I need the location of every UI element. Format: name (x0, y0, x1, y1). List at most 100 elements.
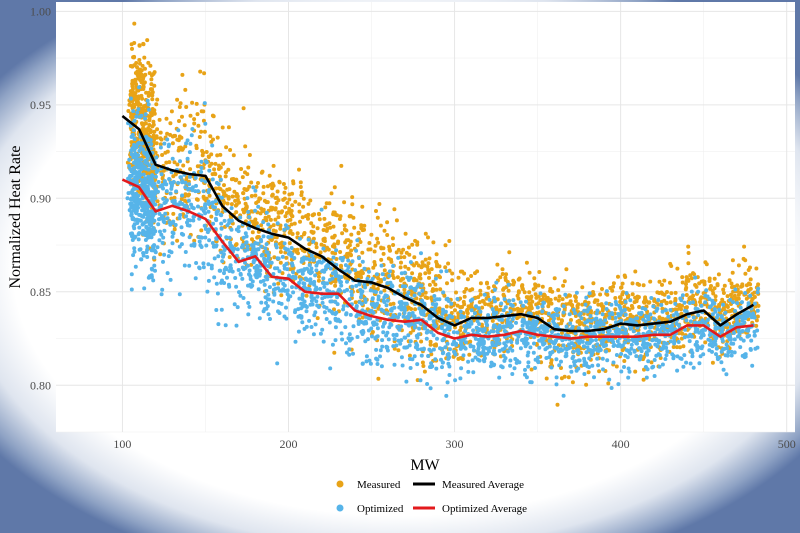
measured-point (271, 223, 276, 228)
optimized-point (132, 246, 137, 251)
optimized-point (596, 346, 601, 351)
optimized-point (587, 291, 592, 296)
measured-point (350, 202, 355, 207)
measured-point (546, 304, 551, 309)
optimized-point (476, 306, 481, 311)
optimized-point (604, 289, 609, 294)
optimized-point (314, 263, 319, 268)
measured-point (280, 209, 285, 214)
measured-point (250, 230, 255, 235)
measured-point (512, 280, 517, 285)
optimized-point (453, 378, 458, 383)
optimized-point (234, 323, 239, 328)
measured-point (322, 216, 327, 221)
optimized-point (233, 276, 238, 280)
optimized-point (439, 346, 444, 351)
optimized-point (402, 305, 407, 310)
optimized-point (284, 305, 288, 310)
optimized-point (682, 353, 687, 358)
optimized-point (137, 200, 142, 205)
measured-point (717, 304, 721, 309)
optimized-point (222, 218, 227, 223)
optimized-point (645, 315, 650, 320)
measured-point (182, 123, 187, 128)
measured-point (310, 213, 315, 218)
optimized-point (179, 225, 184, 230)
optimized-point (266, 235, 271, 239)
measured-point (222, 183, 226, 188)
optimized-point (640, 342, 645, 347)
measured-point (446, 261, 451, 266)
measured-point (564, 267, 569, 272)
optimized-point (747, 333, 752, 338)
measured-point (273, 206, 278, 211)
optimized-point (129, 287, 134, 292)
optimized-point (306, 237, 311, 242)
measured-point (199, 228, 204, 233)
measured-point (746, 268, 751, 272)
measured-point (141, 42, 146, 47)
optimized-point (197, 239, 202, 244)
measured-point (260, 169, 265, 174)
optimized-point (503, 305, 508, 310)
optimized-point (606, 331, 611, 336)
optimized-point (582, 308, 587, 313)
optimized-point (629, 346, 634, 351)
optimized-point (695, 348, 700, 353)
optimized-point (322, 310, 327, 315)
measured-point (359, 223, 364, 228)
optimized-point (587, 331, 592, 336)
measured-point (204, 150, 209, 154)
measured-point (469, 274, 474, 278)
optimized-point (298, 236, 302, 241)
optimized-point (594, 316, 599, 321)
measured-point (152, 108, 157, 113)
optimized-point (386, 337, 391, 342)
optimized-point (140, 141, 145, 146)
optimized-point (742, 320, 747, 325)
optimized-point (526, 350, 531, 355)
measured-point (394, 218, 399, 223)
measured-point (577, 322, 582, 327)
measured-point (265, 184, 270, 189)
measured-point (575, 303, 580, 308)
measured-point (399, 250, 404, 255)
optimized-point (188, 141, 193, 146)
optimized-point (563, 292, 568, 297)
measured-point (729, 281, 734, 286)
measured-point (406, 266, 411, 271)
measured-point (128, 92, 133, 97)
optimized-point (520, 338, 525, 342)
measured-point (443, 265, 448, 270)
measured-point (562, 279, 567, 284)
optimized-point (683, 327, 687, 332)
measured-point (438, 287, 443, 292)
measured-point (634, 299, 639, 304)
optimized-point (203, 235, 208, 240)
optimized-point (615, 339, 620, 344)
measured-point (580, 302, 585, 307)
optimized-point (251, 248, 256, 253)
optimized-point (366, 337, 370, 342)
measured-point (136, 96, 141, 101)
optimized-point (501, 308, 506, 313)
optimized-point (245, 196, 250, 201)
optimized-point (145, 255, 150, 259)
optimized-point (199, 159, 204, 164)
optimized-point (317, 259, 322, 264)
optimized-point (703, 293, 708, 298)
optimized-point (623, 340, 628, 345)
measured-point (332, 350, 337, 355)
optimized-point (406, 278, 411, 282)
optimized-point (214, 218, 219, 223)
optimized-point (201, 261, 206, 266)
optimized-point (482, 292, 487, 297)
optimized-point (647, 342, 652, 347)
optimized-point (253, 208, 258, 213)
measured-point (297, 167, 301, 172)
optimized-point (271, 272, 276, 276)
measured-point (536, 283, 541, 288)
measured-point (241, 207, 246, 212)
optimized-point (464, 324, 469, 328)
optimized-point (346, 258, 351, 263)
